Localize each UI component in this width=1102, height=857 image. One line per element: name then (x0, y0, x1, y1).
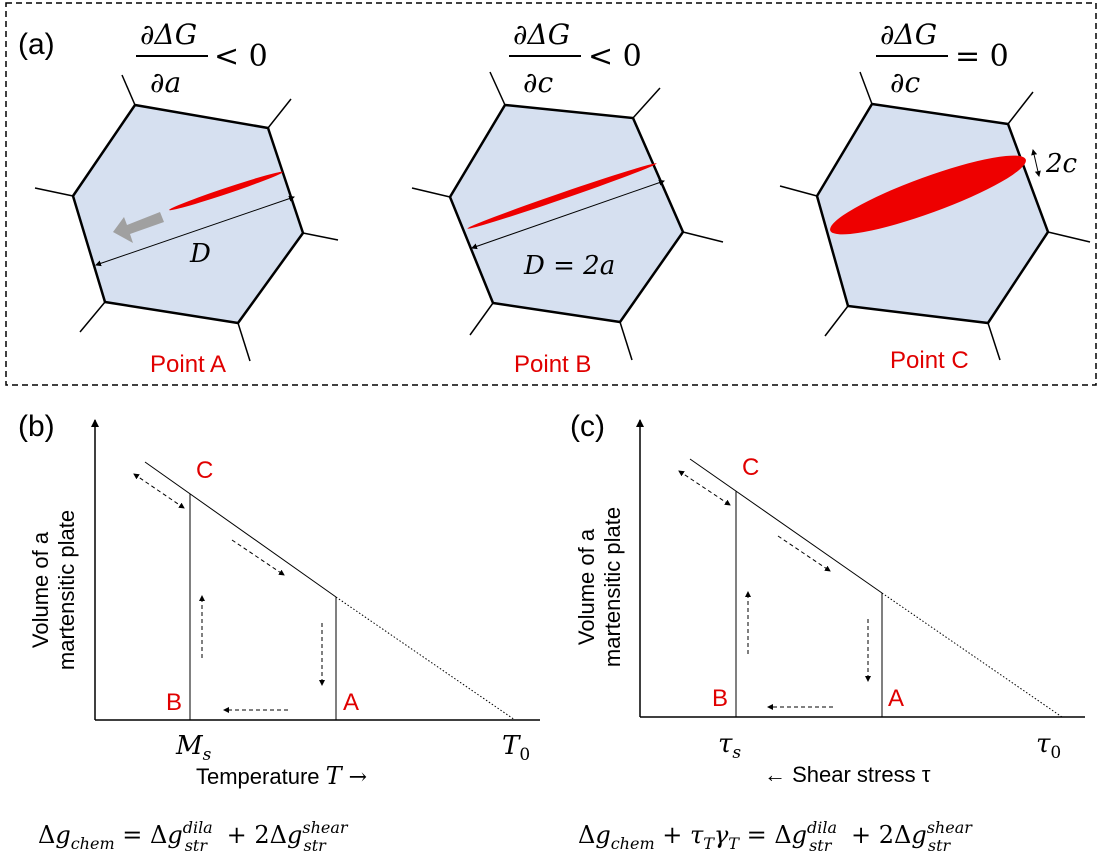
grain-boundary (1007, 91, 1034, 125)
condition-3-relation: = 0 (955, 39, 1009, 74)
condition-2: ∂ΔG ∂c < 0 (509, 18, 642, 99)
volume-line (144, 461, 337, 598)
tick-tau-s: τs (718, 729, 741, 763)
point-c-marker: C (196, 457, 213, 484)
point-b-label: Point B (514, 351, 591, 378)
grain-boundary (267, 98, 292, 129)
point-a-label: Point A (150, 351, 226, 378)
condition-2-relation: < 0 (588, 39, 642, 74)
point-b-marker: B (166, 689, 182, 716)
martensite-plate-c (830, 155, 1026, 235)
panel-c: (c) C B A Volume of a martensitic plate … (570, 410, 1085, 855)
panel-c-label: (c) (570, 410, 605, 443)
y-axis-label: Volume of a martensitic plate (28, 510, 79, 670)
volume-line-extension (881, 592, 1063, 718)
volume-line-extension (335, 596, 516, 721)
panel-b: (b) C B A Volume of a martensitic plate … (18, 410, 540, 855)
grain-boundary (987, 322, 1001, 361)
svg-text:martensitic plate: martensitic plate (54, 510, 79, 670)
tick-ms: Ms (175, 731, 212, 765)
condition-1-numerator: ∂ΔG (140, 18, 197, 51)
condition-3: ∂ΔG ∂c = 0 (876, 18, 1009, 99)
dashed-arrow-bidirectional (678, 470, 731, 506)
panel-a-frame (5, 2, 1097, 386)
grain-boundary (237, 322, 251, 362)
dimension-d-arrow (95, 195, 295, 267)
grain-boundary (121, 74, 136, 106)
condition-2-numerator: ∂ΔG (513, 18, 570, 51)
grain-boundary (779, 185, 818, 197)
x-axis-label: ← Shear stress τ (764, 762, 931, 787)
grain-a-hexagon (71, 103, 305, 325)
condition-3-numerator: ∂ΔG (880, 18, 937, 51)
panel-a: (a) ∂ΔG ∂a < 0 ∂ΔG ∂c < 0 ∂ΔG ∂c = 0 (5, 2, 1097, 386)
equation-c: Δgchem + τTγT = Δgdila str + 2Δgshear str (578, 818, 973, 855)
grain-boundary (619, 321, 633, 361)
point-c-label: Point C (890, 347, 969, 374)
grain-a: D Point A (34, 74, 339, 378)
point-b-marker: B (712, 685, 728, 712)
y-axis-label: Volume of a martensitic plate (574, 507, 625, 667)
grain-boundary (34, 187, 74, 197)
dimension-2a-label: D = 2a (523, 251, 615, 281)
tick-t0: T0 (502, 731, 530, 765)
grain-c: 2c Point C (779, 71, 1091, 374)
dashed-arrow-along (231, 539, 285, 576)
grain-boundary (469, 302, 494, 336)
condition-1: ∂ΔG ∂a < 0 (136, 18, 268, 99)
grain-boundary (79, 301, 106, 333)
condition-2-denominator: ∂c (523, 66, 553, 99)
condition-3-denominator: ∂c (890, 66, 920, 99)
dashed-arrow-along (777, 535, 831, 572)
svg-text:Volume of a: Volume of a (574, 528, 599, 645)
point-a-marker: A (343, 689, 359, 716)
svg-text:Volume of a: Volume of a (28, 531, 53, 648)
thickness-2c-label: 2c (1045, 149, 1078, 179)
panel-b-label: (b) (18, 410, 55, 443)
thickness-2c-arrow (1031, 149, 1041, 177)
grain-boundary (411, 187, 451, 198)
grain-boundary (859, 71, 873, 105)
dimension-d-label: D (189, 239, 211, 269)
grain-b-hexagon (448, 103, 685, 324)
equation-b: Δgchem = Δgdila str + 2Δgshear str (38, 818, 349, 855)
tick-tau-0: τ0 (1036, 729, 1061, 763)
grain-boundary (632, 87, 661, 119)
x-axis-label: Temperature T → (196, 762, 367, 790)
condition-1-relation: < 0 (214, 39, 268, 74)
grain-boundary (824, 305, 849, 337)
point-c-marker: C (742, 454, 759, 481)
grain-b: D = 2a Point B (411, 71, 724, 378)
svg-text:martensitic plate: martensitic plate (600, 507, 625, 667)
grain-boundary (1047, 231, 1091, 243)
grain-boundary (302, 232, 339, 241)
dashed-arrow-bidirectional (133, 473, 185, 509)
volume-line (689, 458, 883, 594)
condition-1-denominator: ∂a (150, 66, 181, 99)
grain-boundary (489, 71, 506, 106)
grain-boundary (682, 231, 724, 243)
panel-a-label: (a) (18, 28, 55, 61)
dimension-2a-arrow (471, 179, 665, 250)
point-a-marker: A (888, 685, 904, 712)
